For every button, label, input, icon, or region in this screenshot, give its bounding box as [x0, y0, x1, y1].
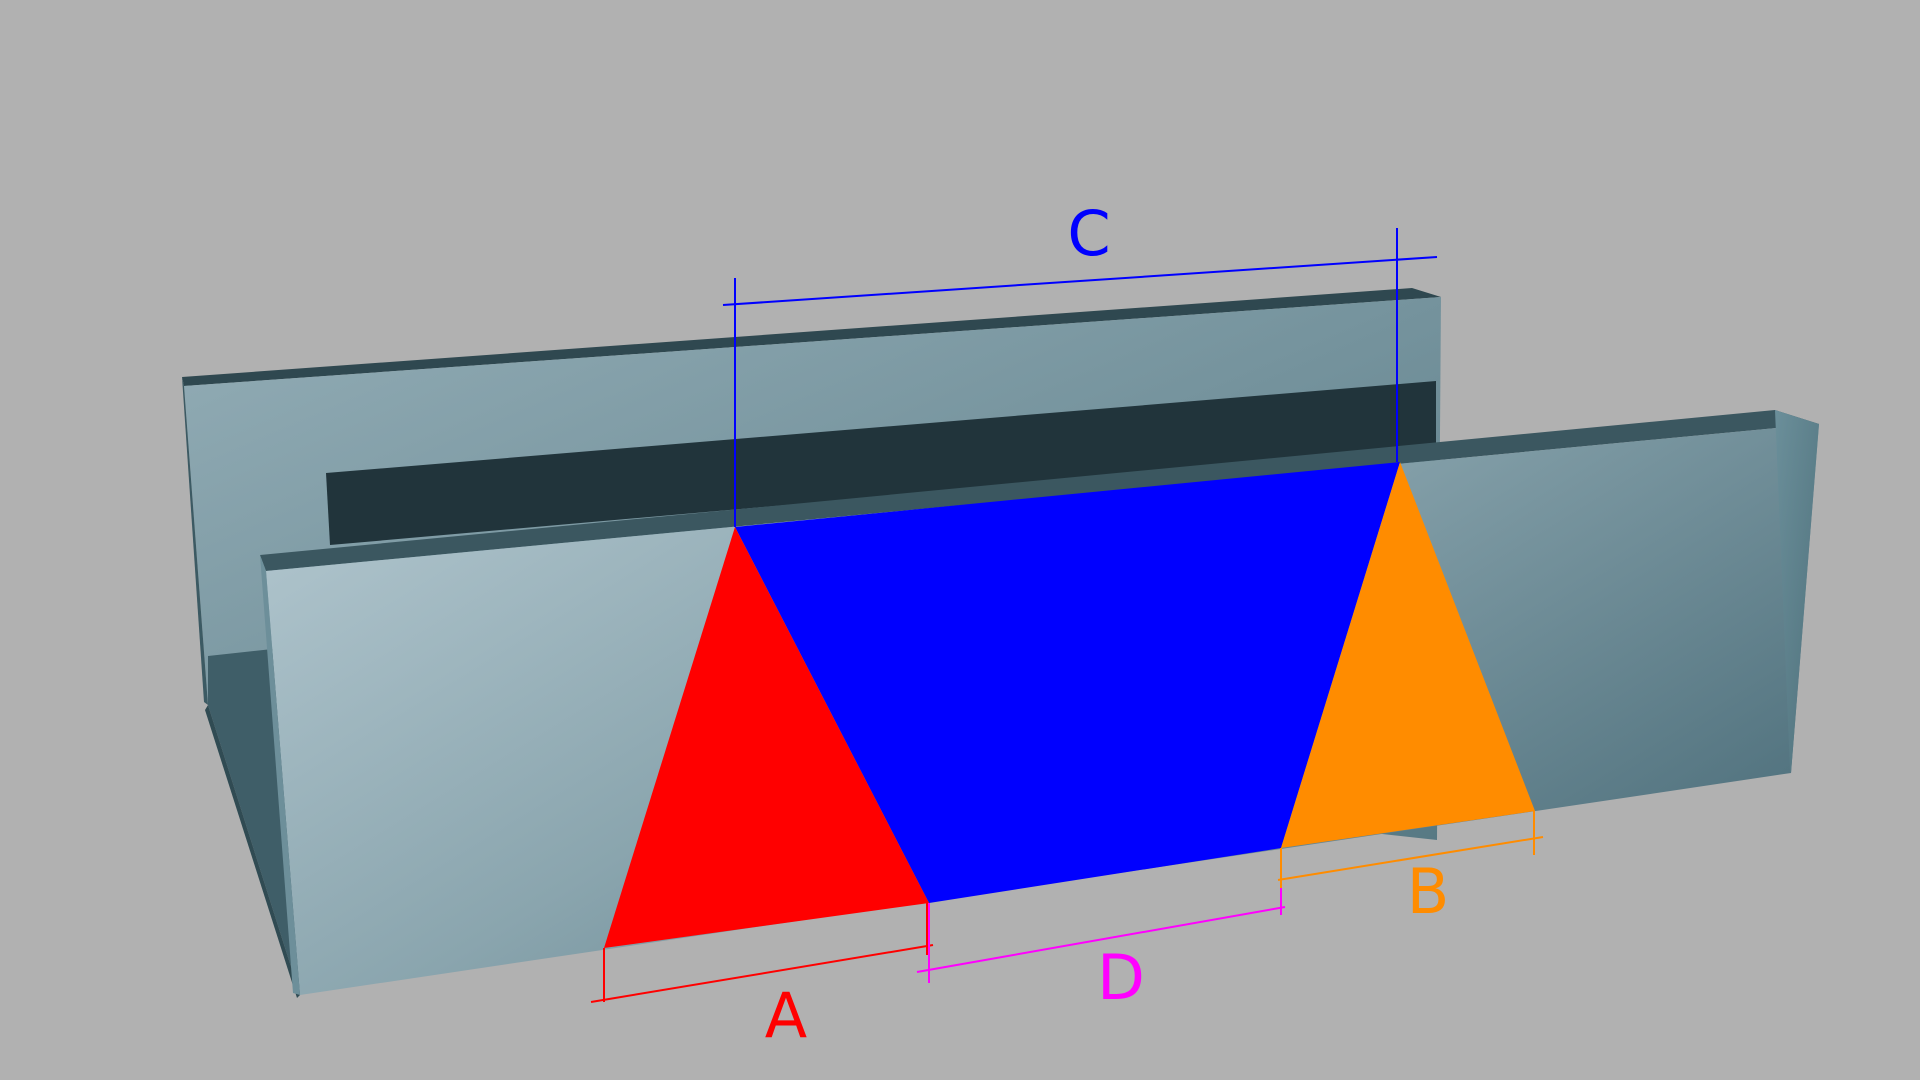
dimension-b-line	[1277, 836, 1544, 881]
slot-shadow	[326, 381, 1436, 545]
dimension-a-line	[590, 944, 934, 1003]
dimension-c	[722, 228, 1438, 527]
dimension-d-line	[916, 906, 1286, 973]
dimension-d-label: D	[1097, 941, 1145, 1014]
dimension-a-label: A	[765, 979, 807, 1052]
dimension-a	[590, 903, 934, 1003]
base-end-side	[205, 705, 300, 998]
back-wall-top-edge	[182, 288, 1441, 386]
front-wall-right-side	[1775, 410, 1819, 773]
front-wall-top-edge	[260, 410, 1819, 571]
dimension-c-line	[722, 256, 1438, 306]
dimension-c-label: C	[1067, 197, 1110, 270]
region-c-trapezoid	[735, 462, 1400, 903]
back-wall-left-edge	[182, 377, 208, 705]
dimension-b-label: B	[1407, 855, 1450, 928]
region-a-triangle	[604, 527, 929, 948]
region-b-triangle	[1281, 462, 1535, 848]
dimension-b	[1277, 811, 1544, 888]
front-wall-left-edge	[260, 555, 300, 995]
